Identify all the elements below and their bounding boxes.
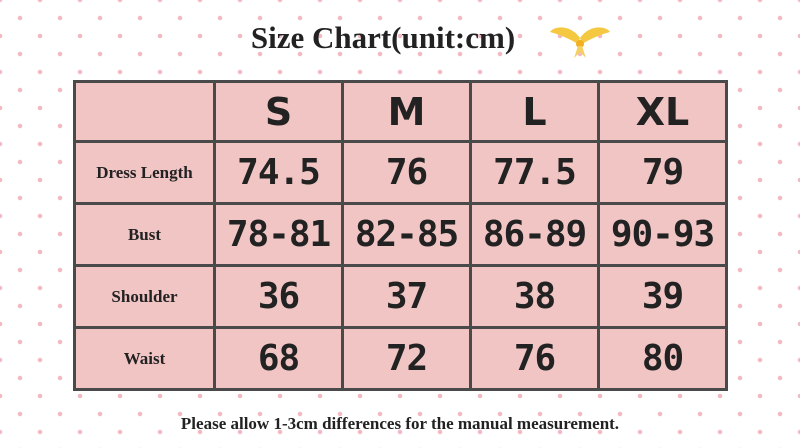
measure-cell: 74.5 xyxy=(213,140,344,205)
row-label: Waist xyxy=(73,326,216,391)
measure-cell: 38 xyxy=(469,264,600,329)
measure-cell: 36 xyxy=(213,264,344,329)
measure-cell: 78-81 xyxy=(213,202,344,267)
footer-note: Please allow 1-3cm differences for the m… xyxy=(180,414,620,433)
size-table: S M L XL Dress Length 74.5 76 77.5 79 Bust 78-81 82… xyxy=(73,80,728,391)
title: Size Chart(unit:cm) xyxy=(250,20,516,55)
size-header: L xyxy=(469,80,600,143)
bow-icon xyxy=(550,27,610,58)
measure-cell: 79 xyxy=(597,140,728,205)
measure-cell: 90-93 xyxy=(597,202,728,267)
measure-cell: 76 xyxy=(469,326,600,391)
measure-cell: 76 xyxy=(341,140,472,205)
corner-cell xyxy=(73,80,216,143)
row-label: Shoulder xyxy=(73,264,216,329)
data-row: Shoulder 36 37 38 39 xyxy=(73,264,728,329)
measure-cell: 72 xyxy=(341,326,472,391)
row-label: Dress Length xyxy=(73,140,216,205)
measure-cell: 37 xyxy=(341,264,472,329)
measure-cell: 80 xyxy=(597,326,728,391)
data-row: Dress Length 74.5 76 77.5 79 xyxy=(73,140,728,205)
size-header: XL xyxy=(597,80,728,143)
data-row: Waist 68 72 76 80 xyxy=(73,326,728,391)
measure-cell: 39 xyxy=(597,264,728,329)
measure-cell: 68 xyxy=(213,326,344,391)
measure-cell: 82-85 xyxy=(341,202,472,267)
data-row: Bust 78-81 82-85 86-89 90-93 xyxy=(73,202,728,267)
size-header: S xyxy=(213,80,344,143)
header-row: S M L XL xyxy=(73,80,728,143)
measure-cell: 77.5 xyxy=(469,140,600,205)
row-label: Bust xyxy=(73,202,216,267)
size-header: M xyxy=(341,80,472,143)
measure-cell: 86-89 xyxy=(469,202,600,267)
